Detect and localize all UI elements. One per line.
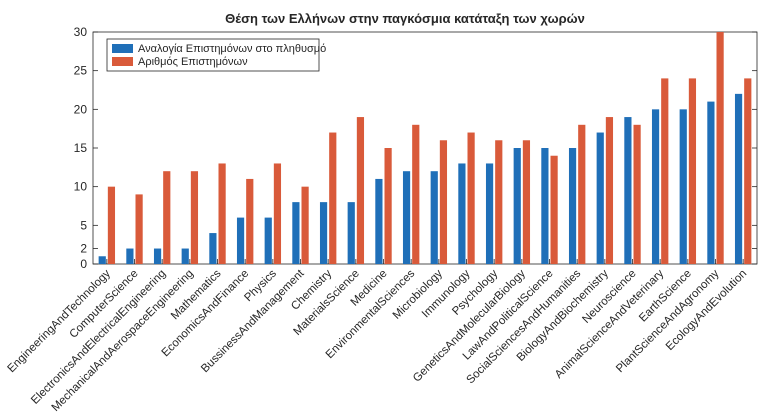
bar-series-2-LawAndPoliticalScience bbox=[550, 155, 558, 264]
bar-series-2-EnvironmentalSciences bbox=[412, 124, 420, 264]
legend-label-series-1: Αναλογία Επιστημόνων στο πληθυσμό bbox=[138, 43, 326, 55]
bar-series-2-SocialSciencesAndHumanities bbox=[578, 124, 586, 264]
bar-series-2-MaterialsScience bbox=[356, 117, 365, 264]
legend-swatch-series-1 bbox=[112, 44, 133, 53]
y-tick-label: 0 bbox=[80, 257, 87, 271]
bar-series-1-LawAndPoliticalScience bbox=[541, 148, 549, 264]
bar-series-2-MechanicalAndAerospaceEngineering bbox=[190, 171, 199, 264]
y-tick-label: 30 bbox=[74, 25, 88, 39]
bar-series-2-GeneticsAndMolecularBiology bbox=[522, 140, 531, 264]
bar-series-1-EconomicsAndFinance bbox=[236, 217, 245, 264]
bar-series-2-Immunology bbox=[467, 132, 475, 264]
bar-series-1-Neuroscience bbox=[624, 117, 632, 264]
bar-series-1-MaterialsScience bbox=[347, 202, 355, 264]
plot-area: 0251015202530EngineeringAndTechnologyCom… bbox=[5, 25, 758, 414]
bar-series-2-BiologyAndBiochemistry bbox=[605, 117, 614, 264]
y-tick-label: 20 bbox=[74, 102, 88, 116]
y-tick-label: 25 bbox=[74, 64, 88, 78]
bar-series-2-PlantScienceAndAgronomy bbox=[716, 32, 724, 264]
legend-label-series-2: Αριθμός Επιστημόνων bbox=[138, 56, 248, 68]
bar-series-2-Medicine bbox=[384, 148, 392, 264]
bar-series-2-EconomicsAndFinance bbox=[246, 178, 254, 264]
bar-series-2-Physics bbox=[273, 163, 282, 264]
bar-series-2-ComputerScience bbox=[135, 194, 143, 264]
bar-series-2-Mathematics bbox=[218, 163, 226, 264]
bar-series-1-EcologyAndEvolution bbox=[734, 93, 743, 264]
bar-series-1-BiologyAndBiochemistry bbox=[596, 132, 604, 264]
legend: Αναλογία Επιστημόνων στο πληθυσμόΑριθμός… bbox=[106, 38, 326, 72]
bar-series-1-GeneticsAndMolecularBiology bbox=[513, 148, 521, 264]
bar-series-1-Microbiology bbox=[430, 171, 438, 264]
legend-swatch-series-2 bbox=[112, 57, 133, 66]
bar-series-2-Microbiology bbox=[439, 140, 448, 264]
bar-series-1-Psychology bbox=[485, 163, 494, 264]
bar-series-1-ComputerScience bbox=[126, 248, 134, 264]
chart-title: Θέση των Ελλήνων στην παγκόσμια κατάταξη… bbox=[225, 11, 585, 26]
y-tick-label: 15 bbox=[74, 141, 88, 155]
y-tick-label: 10 bbox=[74, 180, 88, 194]
bar-series-1-Mathematics bbox=[209, 233, 217, 264]
bar-series-1-EnvironmentalSciences bbox=[402, 171, 411, 264]
y-tick-label: 5 bbox=[80, 218, 87, 232]
bar-series-2-EarthScience bbox=[688, 78, 697, 265]
legend-box bbox=[106, 38, 320, 72]
bar-series-1-Immunology bbox=[458, 163, 466, 264]
bar-series-1-AnimalScienceAndVeterinary bbox=[651, 109, 660, 264]
bar-series-1-PlantScienceAndAgronomy bbox=[707, 101, 715, 264]
bar-series-1-SocialSciencesAndHumanities bbox=[568, 148, 577, 264]
bar-series-2-AnimalScienceAndVeterinary bbox=[661, 78, 669, 265]
bar-series-2-ElectronicsAndElectricalEngineering bbox=[163, 171, 171, 264]
bar-series-2-Neuroscience bbox=[633, 124, 641, 264]
bar-series-1-EarthScience bbox=[679, 109, 687, 264]
bar-series-1-EngineeringAndTechnology bbox=[98, 256, 106, 264]
bar-series-2-Chemistry bbox=[329, 132, 337, 264]
bar-series-2-Psychology bbox=[495, 140, 503, 264]
bar-series-1-Chemistry bbox=[319, 202, 328, 264]
bar-series-1-ElectronicsAndElectricalEngineering bbox=[153, 248, 162, 264]
bar-series-2-EngineeringAndTechnology bbox=[107, 186, 116, 264]
bar-series-2-EcologyAndEvolution bbox=[744, 78, 752, 265]
y-tick-label: 2 bbox=[80, 242, 87, 256]
bar-series-1-Medicine bbox=[375, 178, 383, 264]
bar-series-1-BussinessAndManagement bbox=[292, 202, 300, 264]
bar-series-1-MechanicalAndAerospaceEngineering bbox=[181, 248, 189, 264]
bar-series-2-BussinessAndManagement bbox=[301, 186, 309, 264]
bar-series-1-Physics bbox=[264, 217, 272, 264]
